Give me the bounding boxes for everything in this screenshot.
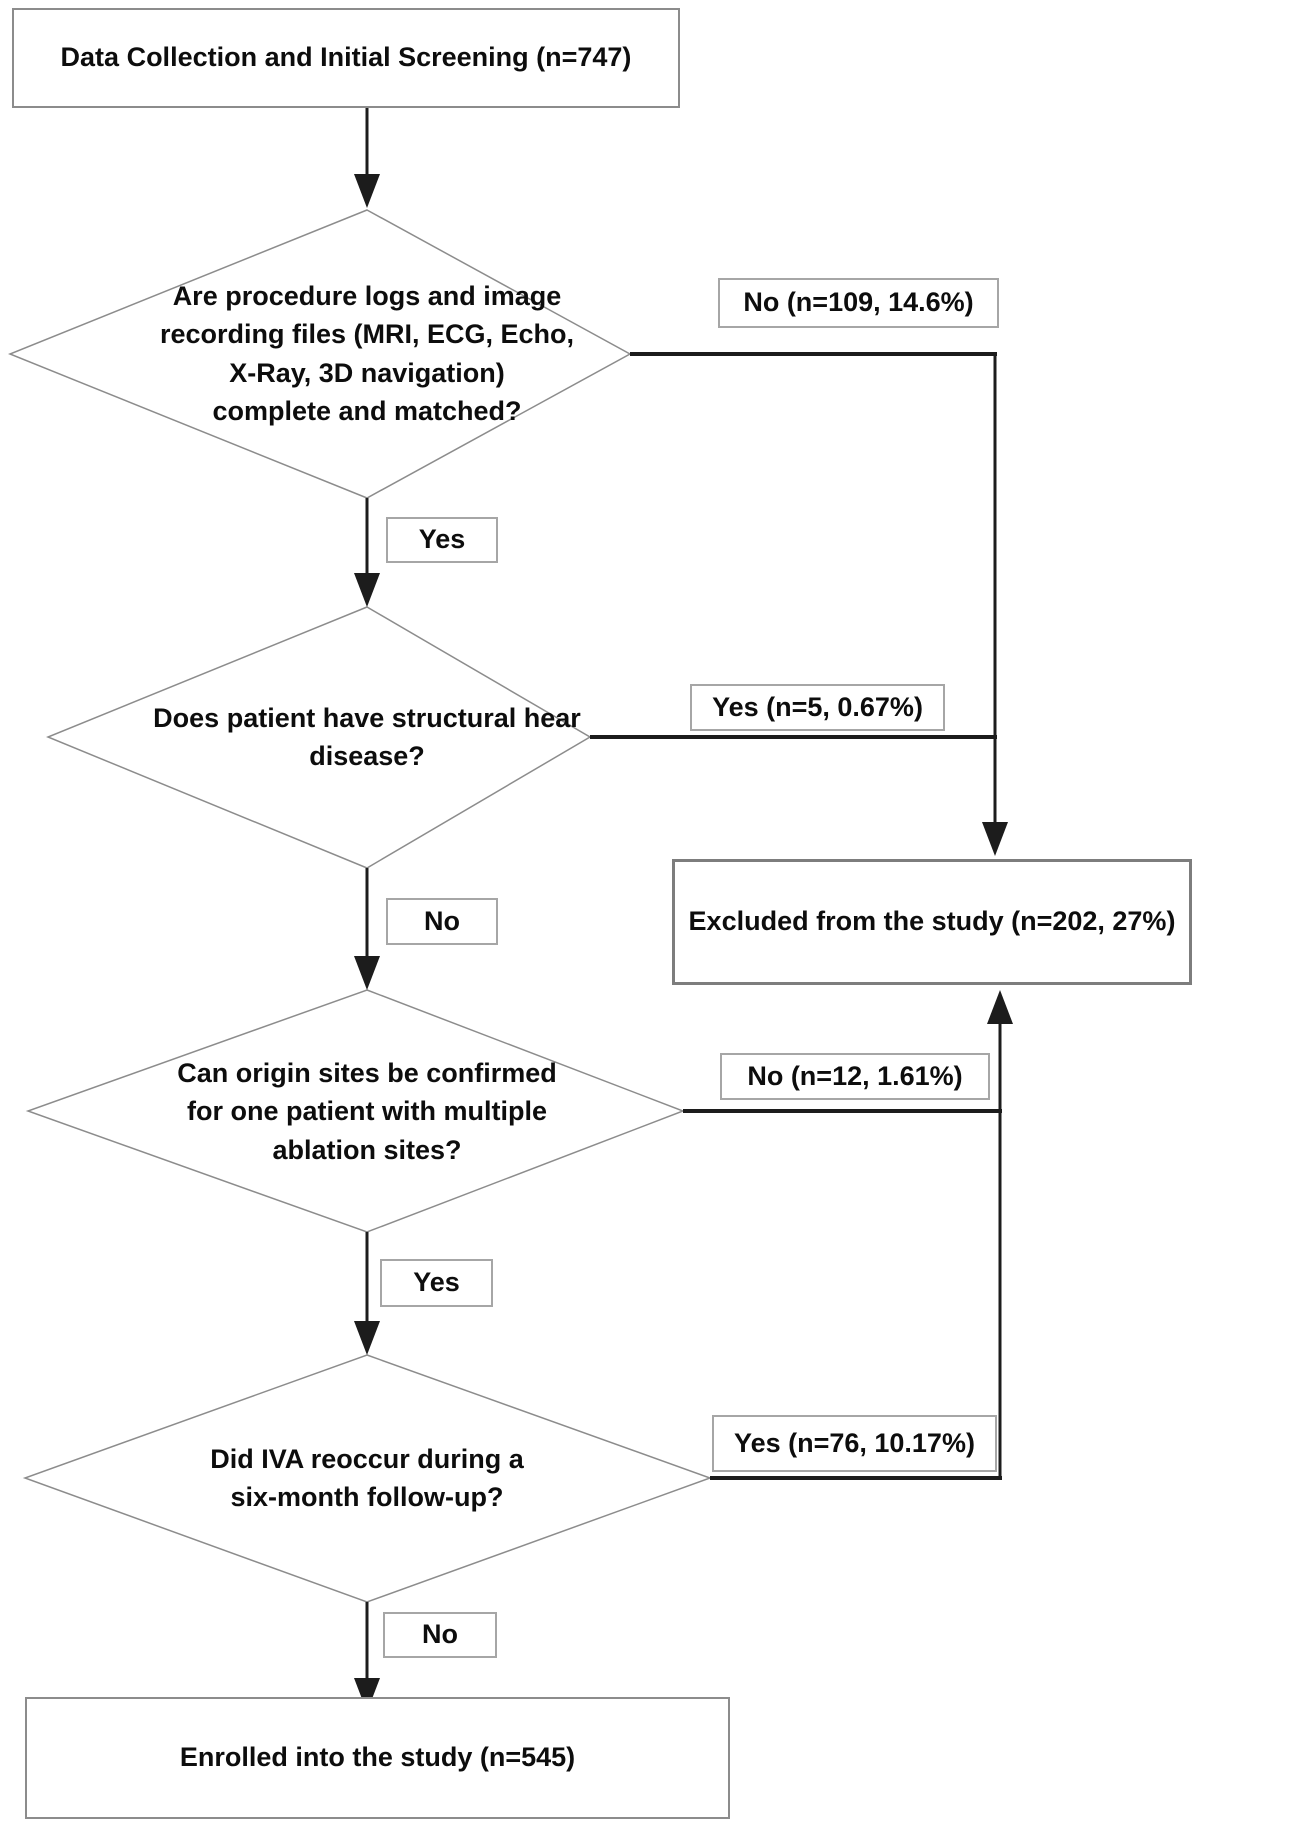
edge-label-text: Yes (n=5, 0.67%) [712, 691, 923, 722]
excluded-label: Excluded from the study (n=202, 27%) [688, 906, 1176, 937]
arrow-decision-2-to-decision-3 [354, 868, 380, 990]
decision-2-label: Does patient have structural hear diseas… [153, 703, 581, 772]
edge-label-text: Yes [413, 1267, 460, 1298]
edge-label-text: No [422, 1619, 458, 1650]
edge-label-decision-1-no: No (n=109, 14.6%) [718, 278, 999, 328]
edge-label-decision-3-no: No (n=12, 1.61%) [720, 1053, 990, 1100]
edge-label-decision-3-yes: Yes [380, 1259, 493, 1307]
arrow-decision-1-to-decision-2 [354, 498, 380, 607]
arrow-decision-3-to-decision-4 [354, 1232, 380, 1355]
edge-label-decision-4-yes: Yes (n=76, 10.17%) [712, 1415, 997, 1472]
edge-label-decision-2-yes: Yes (n=5, 0.67%) [690, 684, 945, 731]
decision-3-label: Can origin sites be confirmed for one pa… [177, 1058, 557, 1165]
edge-label-text: Yes [418, 524, 466, 555]
edge-label-text: No [424, 905, 460, 936]
arrow-start-to-decision-1 [354, 108, 380, 208]
edge-label-text: No (n=12, 1.61%) [747, 1060, 963, 1091]
decision-1-label: Are procedure logs and image recording f… [159, 281, 575, 426]
edge-label-decision-4-no: No [383, 1612, 497, 1658]
edge-label-text: Yes (n=76, 10.17%) [734, 1427, 975, 1458]
start-box: Data Collection and Initial Screening (n… [12, 8, 680, 108]
arrow-into-excluded-bottom [987, 990, 1013, 1478]
decision-4-label: Did IVA reoccur during a six-month follo… [210, 1444, 524, 1513]
enrolled-label: Enrolled into the study (n=545) [179, 1742, 576, 1773]
start-label: Data Collection and Initial Screening (n… [60, 42, 632, 73]
edge-label-text: No (n=109, 14.6%) [743, 287, 974, 318]
excluded-box: Excluded from the study (n=202, 27%) [672, 859, 1192, 985]
edge-label-decision-2-no: No [386, 898, 498, 945]
edge-label-decision-1-yes: Yes [386, 517, 498, 563]
arrow-decision-4-to-enrolled [354, 1602, 380, 1712]
enrolled-box: Enrolled into the study (n=545) [25, 1697, 730, 1819]
arrow-into-excluded-top [982, 352, 1008, 856]
